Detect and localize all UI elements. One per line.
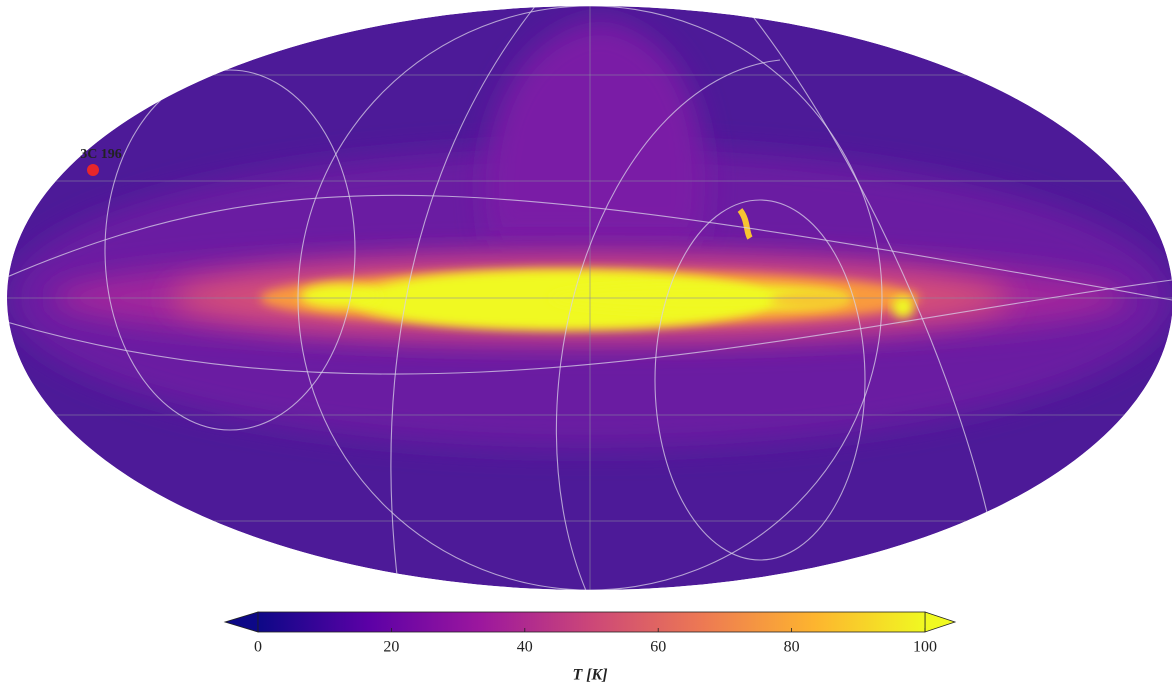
source-label: 3C 196 — [80, 147, 122, 162]
colorbar-extend-max — [924, 611, 957, 633]
colorbar-tick-label: 60 — [650, 639, 666, 656]
source-dot — [87, 164, 99, 176]
colorbar-tick-label: 20 — [383, 639, 399, 656]
colorbar-tick-label: 0 — [254, 639, 262, 656]
colorbar-tick-label: 80 — [784, 639, 800, 656]
sky-map — [7, 6, 1172, 590]
colorbar-gradient — [257, 611, 926, 633]
colorbar: 0 20 40 60 80 100 — [223, 611, 957, 656]
colorbar-label: T [K] — [572, 667, 607, 684]
colorbar-tick-label: 100 — [913, 639, 937, 656]
colorbar-tick-label: 40 — [517, 639, 533, 656]
colorbar-extend-min — [223, 611, 259, 633]
source-marker: 3C 196 — [80, 147, 122, 176]
